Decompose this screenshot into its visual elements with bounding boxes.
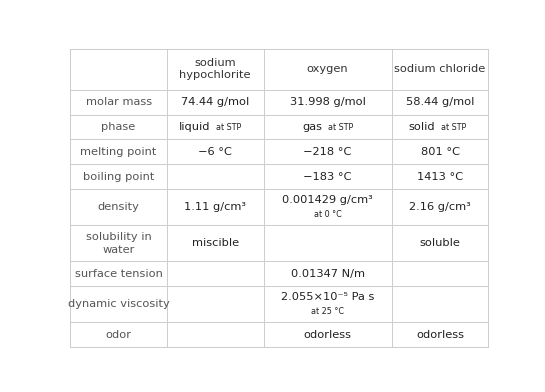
Text: at STP: at STP — [216, 123, 241, 132]
Text: density: density — [98, 202, 140, 212]
Text: 58.44 g/mol: 58.44 g/mol — [406, 97, 474, 107]
Text: melting point: melting point — [80, 147, 157, 157]
Text: −183 °C: −183 °C — [304, 172, 352, 182]
Text: −218 °C: −218 °C — [304, 147, 352, 157]
Text: sodium
hypochlorite: sodium hypochlorite — [179, 58, 251, 80]
Text: 801 °C: 801 °C — [421, 147, 459, 157]
Text: odor: odor — [106, 330, 131, 340]
Text: odorless: odorless — [304, 330, 352, 340]
Text: dynamic viscosity: dynamic viscosity — [68, 299, 169, 309]
Text: gas: gas — [302, 122, 323, 132]
Text: 31.998 g/mol: 31.998 g/mol — [290, 97, 366, 107]
Text: 2.055×10⁻⁵ Pa s: 2.055×10⁻⁵ Pa s — [281, 292, 374, 302]
Text: solubility in
water: solubility in water — [86, 232, 152, 255]
Text: 2.16 g/cm³: 2.16 g/cm³ — [409, 202, 471, 212]
Text: 1413 °C: 1413 °C — [417, 172, 463, 182]
Text: boiling point: boiling point — [83, 172, 154, 182]
Text: phase: phase — [101, 122, 136, 132]
Text: 0.001429 g/cm³: 0.001429 g/cm³ — [282, 195, 373, 205]
Text: at STP: at STP — [329, 123, 354, 132]
Text: sodium chloride: sodium chloride — [395, 64, 486, 74]
Text: 1.11 g/cm³: 1.11 g/cm³ — [184, 202, 246, 212]
Text: solid: solid — [408, 122, 435, 132]
Text: at 0 °C: at 0 °C — [314, 210, 342, 219]
Text: oxygen: oxygen — [307, 64, 348, 74]
Text: at STP: at STP — [441, 123, 466, 132]
Text: 0.01347 N/m: 0.01347 N/m — [290, 269, 365, 279]
Text: liquid: liquid — [179, 122, 210, 132]
Text: odorless: odorless — [416, 330, 464, 340]
Text: miscible: miscible — [192, 238, 239, 249]
Text: molar mass: molar mass — [86, 97, 152, 107]
Text: soluble: soluble — [420, 238, 461, 249]
Text: −6 °C: −6 °C — [198, 147, 232, 157]
Text: 74.44 g/mol: 74.44 g/mol — [181, 97, 250, 107]
Text: at 25 °C: at 25 °C — [311, 307, 344, 316]
Text: surface tension: surface tension — [75, 269, 162, 279]
